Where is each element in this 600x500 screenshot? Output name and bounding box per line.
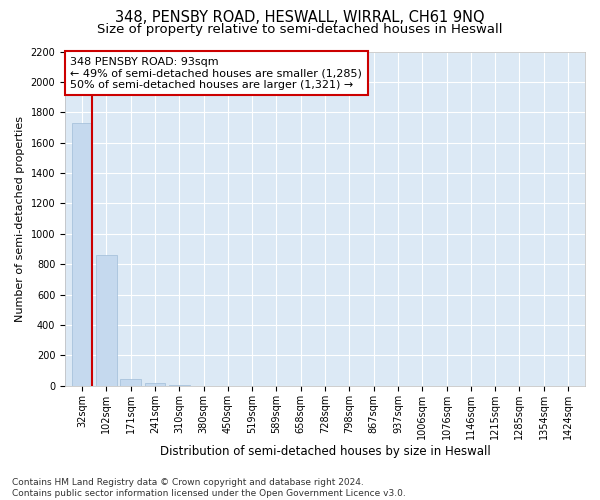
Bar bbox=[96, 255, 116, 386]
Y-axis label: Number of semi-detached properties: Number of semi-detached properties bbox=[15, 116, 25, 322]
Text: Size of property relative to semi-detached houses in Heswall: Size of property relative to semi-detach… bbox=[97, 22, 503, 36]
Text: 348, PENSBY ROAD, HESWALL, WIRRAL, CH61 9NQ: 348, PENSBY ROAD, HESWALL, WIRRAL, CH61 … bbox=[115, 10, 485, 25]
X-axis label: Distribution of semi-detached houses by size in Heswall: Distribution of semi-detached houses by … bbox=[160, 444, 490, 458]
Bar bbox=[145, 383, 165, 386]
Bar bbox=[169, 385, 190, 386]
Bar bbox=[72, 123, 92, 386]
Text: Contains HM Land Registry data © Crown copyright and database right 2024.
Contai: Contains HM Land Registry data © Crown c… bbox=[12, 478, 406, 498]
Bar bbox=[121, 379, 141, 386]
Text: 348 PENSBY ROAD: 93sqm
← 49% of semi-detached houses are smaller (1,285)
50% of : 348 PENSBY ROAD: 93sqm ← 49% of semi-det… bbox=[70, 56, 362, 90]
